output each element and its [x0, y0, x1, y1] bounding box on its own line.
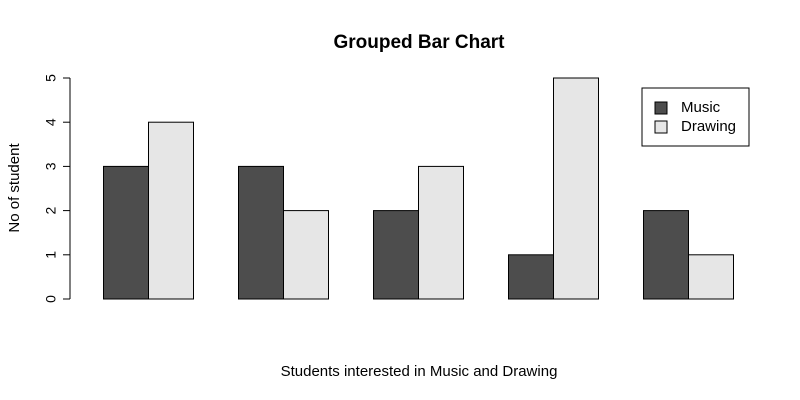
x-axis-label: Students interested in Music and Drawing: [281, 363, 558, 380]
bar-music: [508, 254, 554, 300]
bar-drawing: [283, 210, 329, 300]
bar-drawing: [418, 165, 464, 300]
legend-swatch: [654, 120, 668, 134]
bars: [103, 77, 734, 300]
bar-music: [643, 210, 689, 300]
y-tick-label: 3: [43, 162, 59, 170]
y-tick-label: 1: [43, 251, 59, 259]
y-tick-label: 0: [43, 295, 59, 303]
chart-title: Grouped Bar Chart: [333, 32, 505, 53]
bar-drawing: [688, 254, 734, 300]
legend: Music Drawing: [641, 87, 750, 147]
bar-music: [238, 165, 284, 300]
legend-label: Drawing: [681, 118, 736, 135]
bar-music: [373, 210, 419, 300]
y-axis: 0 1 2 3 4 5: [43, 74, 71, 303]
legend-label: Music: [681, 99, 721, 116]
y-axis-label: No of student: [6, 143, 23, 233]
y-tick-label: 2: [43, 206, 59, 214]
legend-swatch: [654, 101, 668, 115]
y-tick-label: 5: [43, 74, 59, 82]
legend-box: [641, 87, 750, 147]
bar-drawing: [148, 121, 194, 300]
y-tick-label: 4: [43, 118, 59, 126]
bar-drawing: [553, 77, 599, 300]
bar-music: [103, 165, 149, 300]
